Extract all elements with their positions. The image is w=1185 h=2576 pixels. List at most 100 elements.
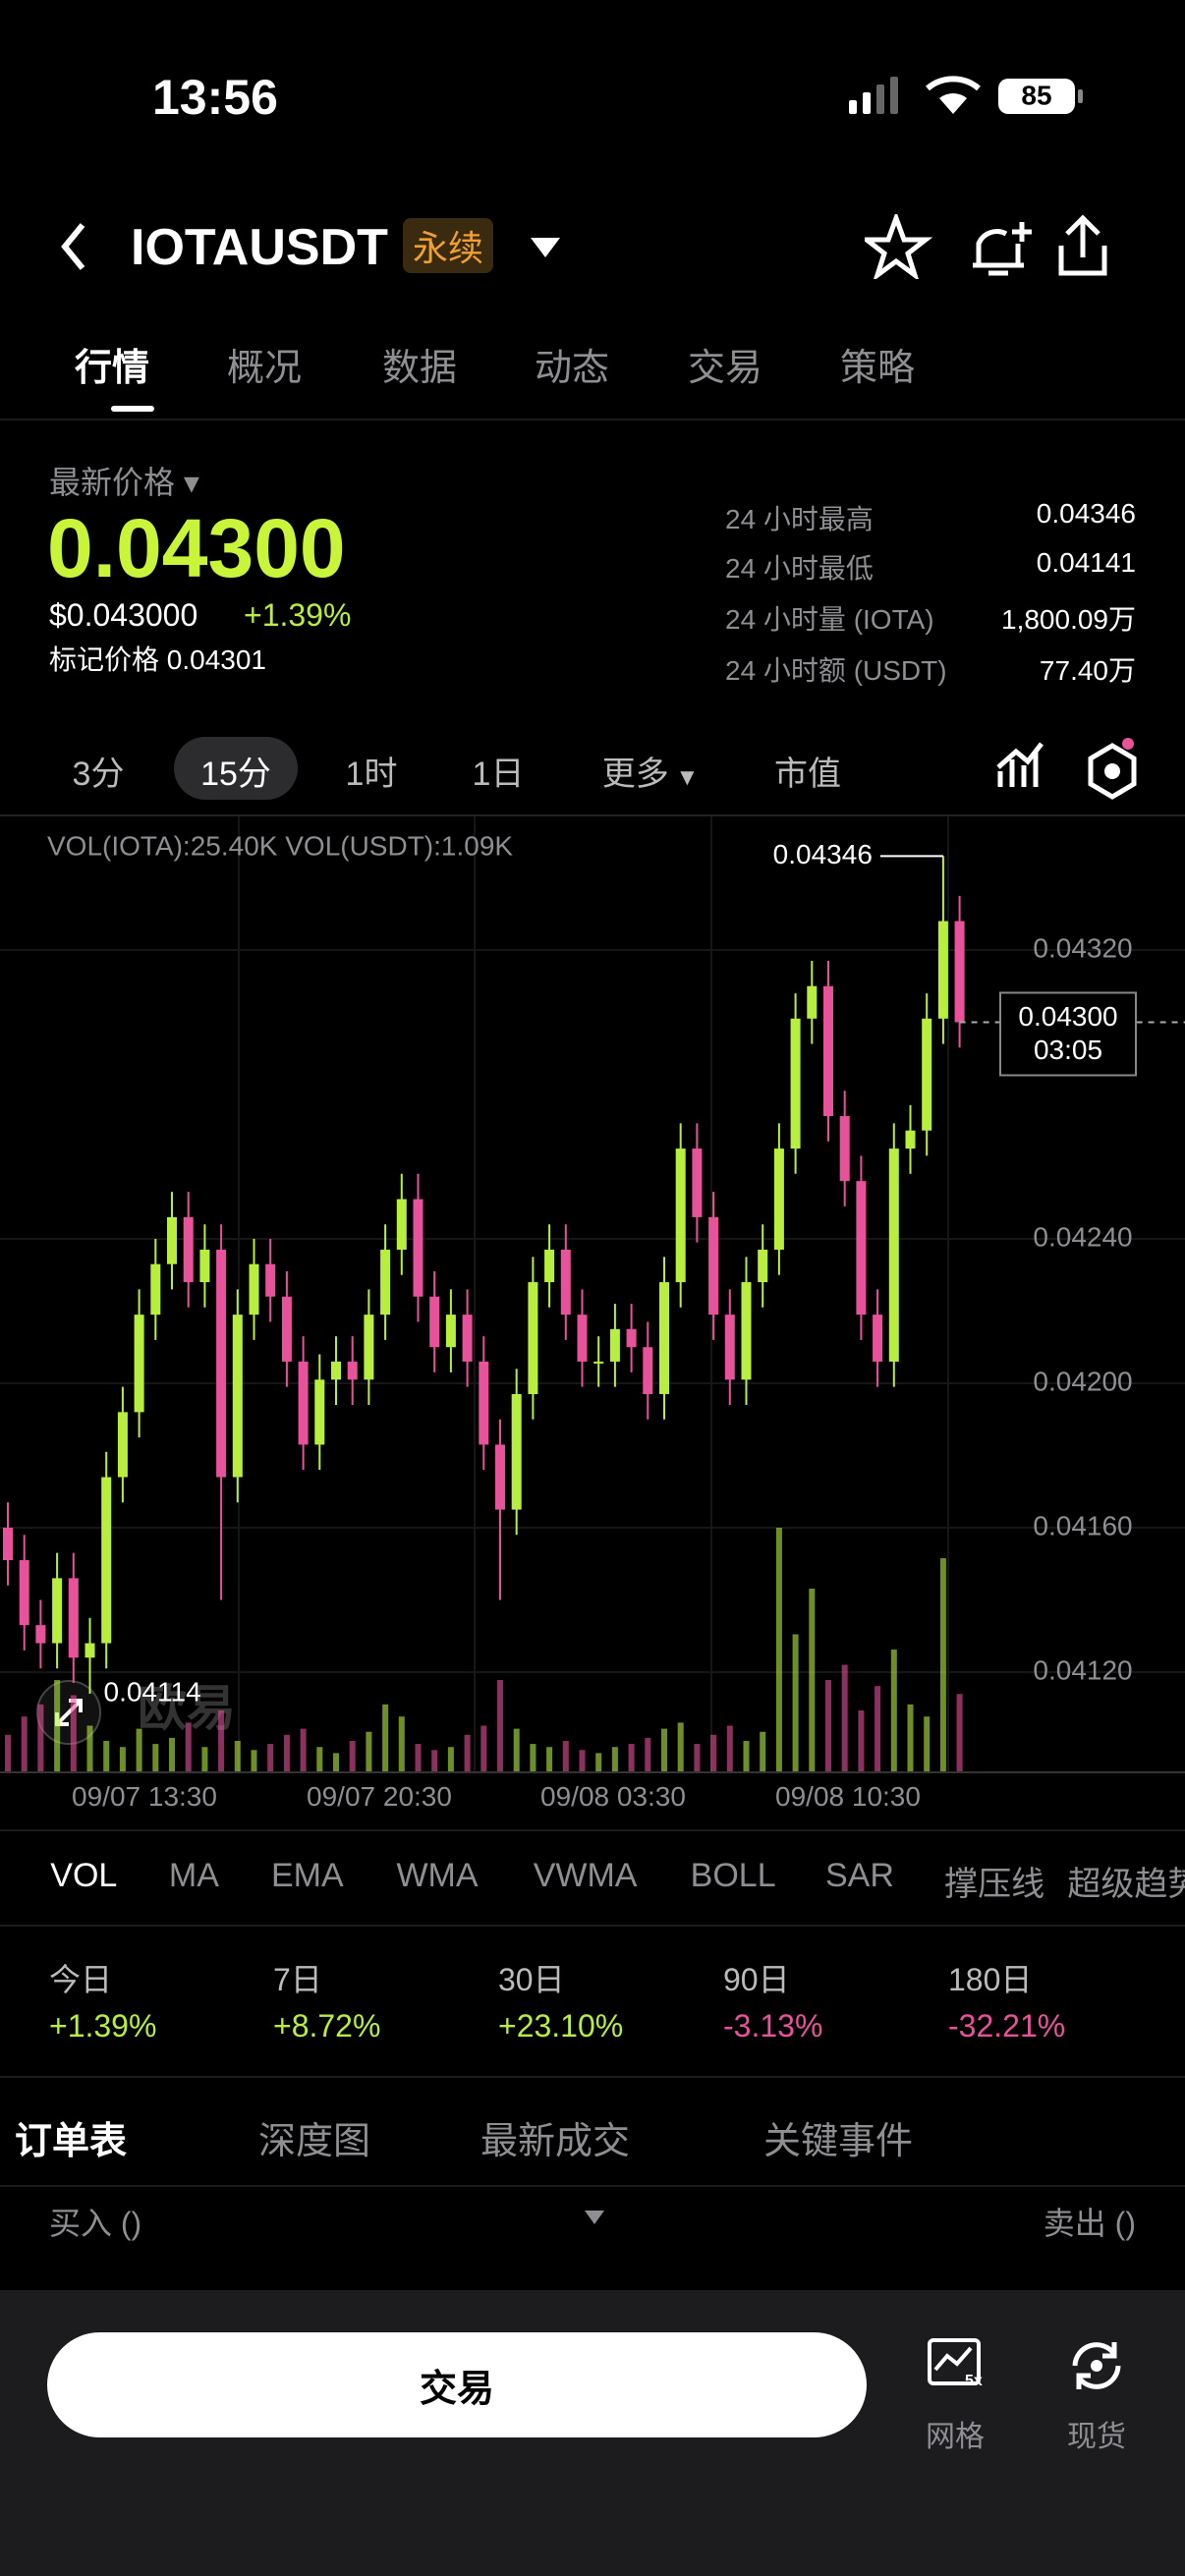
- interval[interactable]: 3分: [72, 756, 125, 793]
- x-tick-label: 09/08 10:30: [775, 1781, 921, 1812]
- trade-button[interactable]: 交易: [47, 2332, 867, 2437]
- interval[interactable]: 1日: [472, 756, 525, 793]
- candle-body: [724, 1315, 735, 1380]
- interval[interactable]: 市值: [774, 756, 841, 793]
- tab[interactable]: 动态: [534, 348, 610, 389]
- back-button[interactable]: [59, 221, 88, 272]
- dropdown[interactable]: [529, 236, 562, 259]
- indicator[interactable]: WMA: [396, 1857, 479, 1894]
- indicator[interactable]: EMA: [271, 1857, 344, 1894]
- tab[interactable]: 交易: [687, 348, 763, 389]
- volume-bar: [185, 1722, 192, 1771]
- low-label: 0.04114: [104, 1676, 201, 1707]
- candle-body: [265, 1263, 276, 1297]
- volume-bar: [480, 1725, 487, 1771]
- indicator[interactable]: 撑压线: [944, 1866, 1045, 1903]
- interval[interactable]: 1时: [345, 756, 398, 793]
- candle-body: [577, 1315, 588, 1362]
- volume-bar: [792, 1634, 799, 1771]
- tab[interactable]: 数据: [381, 348, 458, 389]
- divider: [0, 1829, 1185, 1831]
- period-change: +23.10%: [498, 2008, 624, 2044]
- indicator[interactable]: 超级趋势: [1067, 1866, 1185, 1903]
- order-tab[interactable]: 关键事件: [762, 2121, 914, 2162]
- stat-value: 1,800.09万: [1001, 604, 1136, 635]
- indicator[interactable]: BOLL: [690, 1857, 776, 1894]
- volume-bar: [694, 1744, 701, 1771]
- depth-dropdown[interactable]: [584, 2210, 605, 2225]
- symbol: IOTAUSDT: [131, 219, 388, 276]
- volume-bar: [760, 1731, 766, 1771]
- chart-tools[interactable]: [994, 732, 1142, 801]
- volume-bar: [743, 1741, 750, 1771]
- candle-body: [807, 985, 818, 1019]
- volume-bar: [710, 1734, 717, 1771]
- period-change: +1.39%: [49, 2008, 157, 2044]
- volume-bar: [628, 1744, 635, 1771]
- period: 今日: [49, 1962, 113, 1997]
- stat-label: 24 小时最高: [725, 504, 874, 534]
- price-label: 最新价格 ▾: [49, 465, 199, 500]
- volume-bar: [431, 1750, 438, 1771]
- tab[interactable]: 行情: [74, 348, 150, 389]
- volume-bar: [611, 1747, 618, 1771]
- candle-body: [134, 1315, 144, 1413]
- volume-bar: [775, 1528, 782, 1771]
- interval[interactable]: 15分: [200, 756, 271, 793]
- indicator[interactable]: VWMA: [533, 1857, 638, 1894]
- volume-bar: [201, 1747, 208, 1771]
- y-tick-label: 0.04160: [1033, 1510, 1132, 1540]
- volume-bar: [809, 1589, 816, 1771]
- candle-body: [873, 1315, 883, 1362]
- candle-body: [462, 1315, 473, 1362]
- candle-body: [445, 1315, 456, 1348]
- tab[interactable]: 策略: [839, 348, 916, 389]
- order-tab[interactable]: 最新成交: [480, 2121, 631, 2162]
- volume-bar: [300, 1728, 307, 1771]
- candle-body: [544, 1249, 555, 1283]
- indicator[interactable]: SAR: [825, 1857, 894, 1894]
- volume-bar: [645, 1737, 651, 1771]
- order-tab[interactable]: 深度图: [257, 2121, 371, 2162]
- usd-price: $0.043000: [49, 597, 198, 633]
- divider: [0, 1925, 1185, 1927]
- volume-bar: [251, 1750, 257, 1771]
- volume-bar: [579, 1750, 586, 1771]
- header-icons[interactable]: [865, 214, 1120, 279]
- indicator[interactable]: MA: [168, 1857, 219, 1894]
- divider: [0, 419, 1185, 420]
- volume-bar: [825, 1680, 831, 1771]
- order-tab[interactable]: 订单表: [14, 2121, 128, 2162]
- interval[interactable]: 更多 ▼: [601, 756, 700, 793]
- candle-body: [495, 1444, 505, 1510]
- spot-icon[interactable]: [1065, 2336, 1128, 2395]
- candle-body: [560, 1249, 571, 1316]
- volume-bar: [349, 1741, 356, 1771]
- tab[interactable]: 概况: [226, 348, 303, 389]
- volume-bar: [333, 1753, 339, 1771]
- grid-label[interactable]: 网格: [926, 2421, 985, 2453]
- candle-body: [35, 1625, 46, 1644]
- y-tick-label: 0.04320: [1033, 932, 1132, 963]
- candle-body: [790, 1018, 801, 1149]
- indicator[interactable]: VOL: [50, 1857, 118, 1894]
- battery: 85: [1021, 80, 1051, 110]
- stat-label: 24 小时量 (IOTA): [725, 604, 934, 635]
- candle-body: [905, 1130, 916, 1149]
- grid-icon[interactable]: 5x: [926, 2336, 985, 2393]
- x-tick-label: 09/07 13:30: [72, 1781, 217, 1812]
- candle-body: [413, 1199, 423, 1297]
- price-label-text: 最新价格: [49, 465, 176, 500]
- candle-body: [922, 1018, 932, 1131]
- spot-label[interactable]: 现货: [1067, 2421, 1126, 2453]
- volume-bar: [464, 1734, 471, 1771]
- x-tick-label: 09/07 20:30: [307, 1781, 452, 1812]
- divider: [0, 1771, 1185, 1773]
- volume-bar: [398, 1716, 405, 1771]
- candle-body: [741, 1282, 752, 1380]
- period-change: -3.13%: [723, 2008, 823, 2044]
- candle-body: [150, 1263, 161, 1316]
- candle-body: [216, 1249, 227, 1478]
- status-icons: 85: [849, 76, 1083, 114]
- volume-bar: [267, 1744, 274, 1771]
